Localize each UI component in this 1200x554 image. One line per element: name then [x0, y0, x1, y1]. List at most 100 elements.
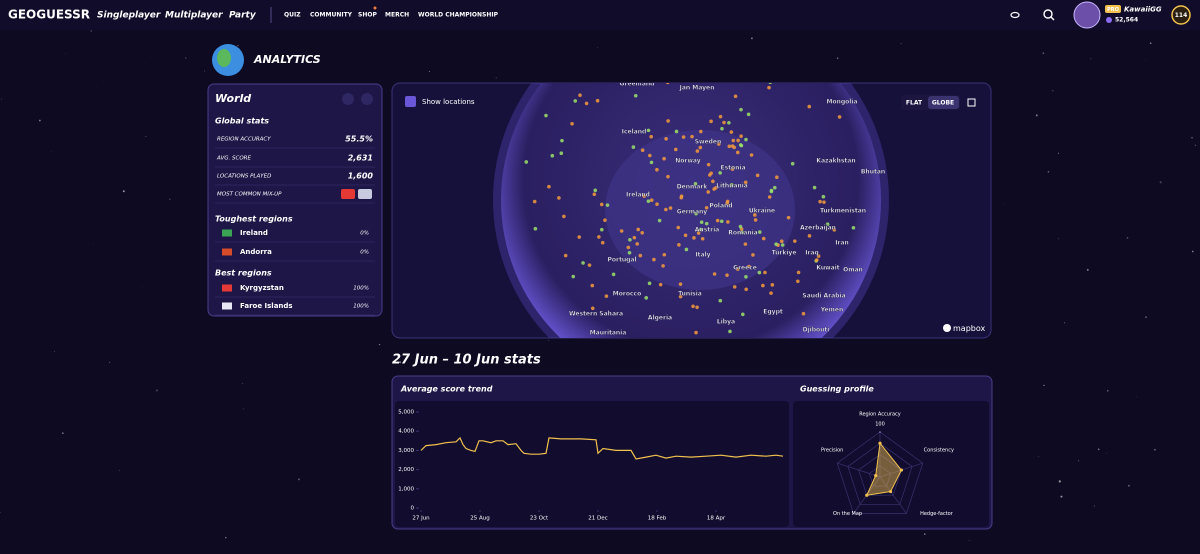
logo[interactable]: GEOGUESSR: [8, 8, 90, 22]
star: [155, 389, 158, 392]
star: [1107, 389, 1109, 392]
location-dot: [690, 134, 694, 139]
location-dot: [739, 143, 744, 148]
star: [1004, 203, 1005, 205]
map-label: Romania: [728, 230, 757, 237]
location-dot: [627, 250, 632, 255]
location-dot: [652, 257, 656, 262]
nav-sublink[interactable]: SHOP: [358, 12, 377, 19]
location-dot: [744, 137, 748, 142]
nav-sublink[interactable]: COMMUNITY: [310, 12, 353, 19]
location-dot: [726, 220, 730, 224]
location-dot: [619, 229, 624, 233]
nav-link[interactable]: Party: [229, 11, 257, 21]
fullscreen-button[interactable]: [967, 98, 976, 107]
location-dot: [611, 272, 616, 277]
y-tick-label: 1,000: [398, 486, 414, 492]
location-dot: [673, 147, 678, 152]
mode-button[interactable]: FLAT: [906, 100, 923, 107]
location-dot: [661, 264, 665, 268]
star: [118, 469, 120, 471]
location-dot: [640, 148, 645, 153]
location-dot: [768, 83, 773, 85]
location-dot: [807, 104, 812, 109]
location-dot: [678, 282, 683, 286]
map-label: Kazakhstan: [816, 158, 855, 165]
radar-grid: [847, 442, 913, 505]
section-heading: Global stats: [215, 117, 269, 126]
map-label: Türkiye: [772, 250, 797, 257]
radar-shape: [865, 442, 902, 496]
location-dot: [733, 94, 738, 99]
location-dot: [632, 235, 637, 240]
location-dot: [761, 283, 765, 288]
star: [1097, 448, 1100, 451]
checkbox[interactable]: [405, 96, 416, 107]
map-label: Saudi Arabia: [802, 293, 845, 300]
star: [1057, 152, 1060, 154]
location-dot: [599, 202, 604, 207]
region-name: Kyrgyzstan: [240, 284, 284, 292]
location-dot: [749, 153, 754, 157]
radar-point: [899, 468, 903, 472]
location-dot: [715, 218, 720, 223]
radar-point: [878, 441, 882, 445]
star: [1127, 484, 1130, 487]
nav-link[interactable]: Multiplayer: [165, 11, 223, 21]
location-dot: [547, 184, 551, 189]
location-dot: [677, 243, 681, 247]
star: [38, 119, 41, 122]
radar-point: [874, 474, 878, 478]
star: [1078, 460, 1080, 462]
map-label: Iran: [835, 240, 849, 247]
location-dot: [818, 199, 822, 204]
location-dot: [807, 234, 812, 238]
user-badge: PRO: [1107, 7, 1119, 13]
location-dot: [735, 267, 740, 271]
search-icon[interactable]: [1043, 9, 1053, 19]
nav-link[interactable]: Singleplayer: [97, 11, 161, 21]
radar-axis-label: On the Map: [833, 511, 862, 517]
stat-value: 1,600: [348, 172, 374, 181]
map-label: Norway: [675, 158, 701, 165]
location-dot: [757, 270, 762, 275]
location-dot: [649, 198, 654, 203]
mode-button[interactable]: GLOBE: [932, 100, 954, 107]
location-dot: [730, 144, 735, 148]
map-label: Yemen: [820, 307, 843, 314]
panel-filter[interactable]: [361, 93, 373, 105]
page-title: ANALYTICS: [253, 53, 321, 66]
nav-sublink[interactable]: QUIZ: [284, 12, 301, 19]
star: [836, 57, 839, 60]
star: [1043, 384, 1045, 387]
radar-point: [865, 493, 869, 497]
location-dot: [597, 235, 601, 239]
nav-sublink[interactable]: WORLD CHAMPIONSHIP: [418, 12, 499, 19]
location-dot: [774, 242, 778, 247]
location-dot: [593, 188, 598, 193]
avatar[interactable]: [1073, 1, 1101, 29]
eye-icon[interactable]: [1010, 11, 1020, 19]
location-dot: [752, 213, 757, 217]
location-dot: [646, 128, 651, 133]
star: [750, 37, 753, 40]
map-label: Libya: [717, 319, 735, 326]
star: [399, 361, 402, 364]
nav-sublink[interactable]: MERCH: [385, 12, 409, 19]
radar-point: [888, 489, 893, 494]
map-label: Mauritania: [590, 330, 627, 337]
flag-ca: [341, 189, 355, 199]
location-dot: [684, 247, 689, 252]
star: [96, 86, 97, 87]
location-dot: [709, 119, 713, 124]
location-dot: [560, 138, 564, 143]
map-label: Germany: [677, 209, 708, 216]
region-name: Faroe Islands: [240, 302, 293, 310]
level-ring[interactable]: [1171, 5, 1191, 25]
location-dot: [578, 93, 582, 97]
star: [65, 52, 67, 54]
panel-search[interactable]: [342, 93, 354, 105]
location-dot: [557, 196, 561, 200]
region-name: Ireland: [240, 229, 268, 237]
location-dot: [695, 305, 699, 310]
